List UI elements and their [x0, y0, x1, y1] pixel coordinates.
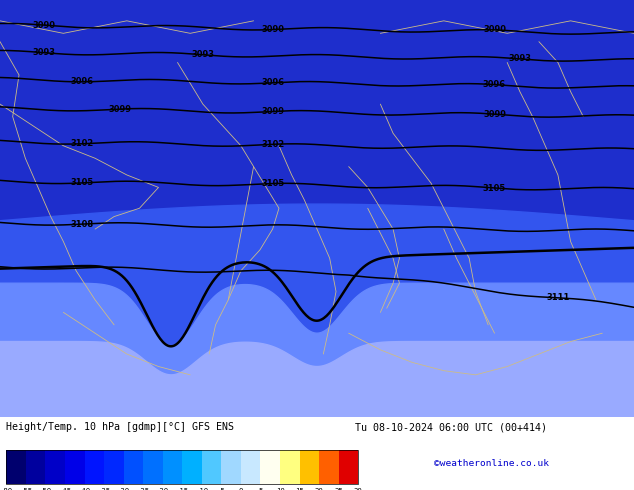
- Text: ©weatheronline.co.uk: ©weatheronline.co.uk: [434, 459, 549, 468]
- Bar: [261, 450, 280, 484]
- Text: 3108: 3108: [71, 220, 94, 229]
- Text: -35: -35: [98, 488, 111, 490]
- Text: 3093: 3093: [508, 54, 531, 63]
- Text: 30: 30: [354, 488, 363, 490]
- Text: -30: -30: [117, 488, 130, 490]
- Text: 3102: 3102: [261, 140, 284, 149]
- Text: -10: -10: [195, 488, 209, 490]
- Bar: [143, 450, 163, 484]
- Text: 10: 10: [276, 488, 285, 490]
- Text: 3099: 3099: [261, 107, 284, 116]
- Text: -25: -25: [136, 488, 150, 490]
- Bar: [183, 450, 202, 484]
- Bar: [84, 450, 104, 484]
- Text: 3105: 3105: [71, 178, 94, 188]
- Text: 3096: 3096: [261, 78, 284, 87]
- Text: 15: 15: [295, 488, 304, 490]
- Text: 3099: 3099: [483, 110, 506, 119]
- Bar: [280, 450, 299, 484]
- Text: -40: -40: [78, 488, 91, 490]
- Text: 0: 0: [239, 488, 243, 490]
- Bar: [104, 450, 124, 484]
- Text: 3105: 3105: [261, 179, 284, 188]
- Text: 20: 20: [314, 488, 323, 490]
- Text: 5: 5: [258, 488, 262, 490]
- Bar: [221, 450, 241, 484]
- Text: -80: -80: [0, 488, 13, 490]
- Text: 3111: 3111: [547, 294, 569, 302]
- Bar: [202, 450, 221, 484]
- Text: 3090: 3090: [33, 21, 56, 29]
- Bar: [339, 450, 358, 484]
- Bar: [319, 450, 339, 484]
- Bar: [46, 450, 65, 484]
- Text: 3096: 3096: [71, 77, 94, 86]
- Text: Tu 08-10-2024 06:00 UTC (00+414): Tu 08-10-2024 06:00 UTC (00+414): [355, 422, 547, 432]
- Text: -45: -45: [58, 488, 72, 490]
- Bar: [65, 450, 84, 484]
- Bar: [6, 450, 26, 484]
- Text: 3090: 3090: [483, 25, 506, 34]
- Text: 25: 25: [334, 488, 343, 490]
- Text: Height/Temp. 10 hPa [gdmp][°C] GFS ENS: Height/Temp. 10 hPa [gdmp][°C] GFS ENS: [6, 422, 235, 432]
- Text: -50: -50: [39, 488, 52, 490]
- Text: 3093: 3093: [191, 50, 214, 59]
- Text: 3099: 3099: [109, 104, 132, 114]
- Bar: [299, 450, 319, 484]
- Text: -55: -55: [19, 488, 32, 490]
- Text: 3093: 3093: [33, 48, 56, 57]
- Bar: [124, 450, 143, 484]
- Bar: [241, 450, 261, 484]
- Text: -20: -20: [156, 488, 169, 490]
- Text: 3090: 3090: [261, 25, 284, 34]
- Bar: [6, 450, 358, 484]
- Text: -5: -5: [217, 488, 226, 490]
- Bar: [26, 450, 46, 484]
- Text: 3096: 3096: [483, 80, 506, 89]
- Text: 3105: 3105: [483, 184, 506, 193]
- Text: 3102: 3102: [71, 139, 94, 148]
- Text: -15: -15: [176, 488, 189, 490]
- Bar: [163, 450, 183, 484]
